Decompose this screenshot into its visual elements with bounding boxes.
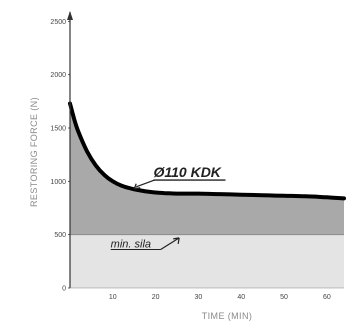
y-tick-label: 1000 <box>50 179 66 186</box>
x-tick-label: 40 <box>237 294 245 301</box>
x-axis-title: TIME (MIN) <box>202 311 253 321</box>
y-axis-title: RESTORING FORCE (N) <box>29 97 39 207</box>
x-tick-label: 50 <box>280 294 288 301</box>
series-label: Ø110 KDK <box>153 164 221 180</box>
x-tick-label: 10 <box>109 294 117 301</box>
area-fill-above-threshold <box>70 103 344 235</box>
y-tick-label: 1500 <box>50 126 66 133</box>
y-tick-label: 2500 <box>50 19 66 26</box>
tick-labels: 0 500 1000 1500 2000 2500 10 20 30 40 50 60 <box>50 19 330 301</box>
x-tick-label: 20 <box>152 294 160 301</box>
x-tick-label: 30 <box>195 294 203 301</box>
series-line-kdk <box>68 101 346 201</box>
axes <box>67 11 344 289</box>
y-tick-label: 2000 <box>50 72 66 79</box>
annotations: Ø110 KDK min. sila <box>110 164 226 250</box>
x-tick-label: 60 <box>323 294 331 301</box>
y-tick-label: 0 <box>62 286 66 293</box>
y-axis-arrow-icon <box>67 11 73 20</box>
threshold-label: min. sila <box>111 238 151 250</box>
series-pointer-arrow-icon <box>133 179 155 190</box>
plot-area <box>68 101 346 288</box>
threshold-band <box>70 234 344 288</box>
y-tick-label: 500 <box>54 232 66 239</box>
threshold-pointer-arrow-icon <box>160 237 180 250</box>
